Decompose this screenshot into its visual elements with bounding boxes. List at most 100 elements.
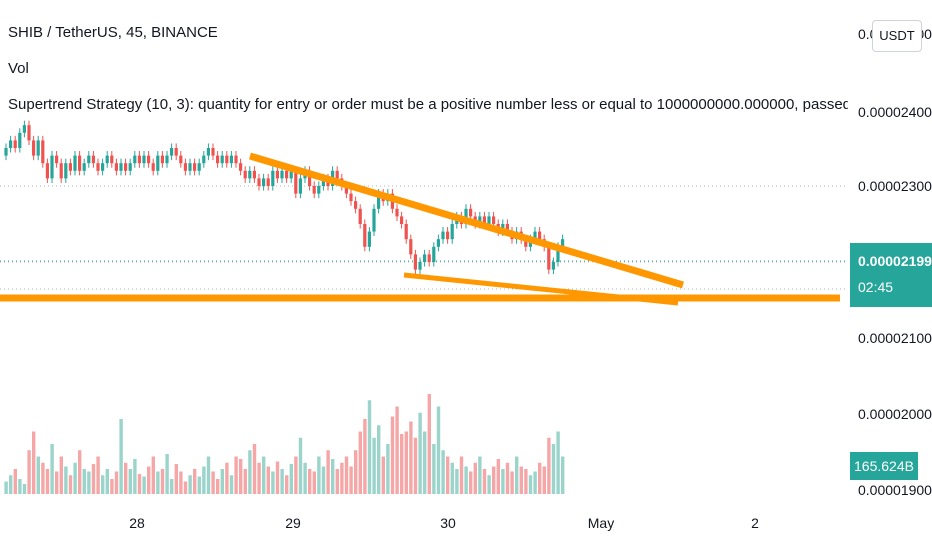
- candle-body: [243, 170, 247, 179]
- volume-bar: [59, 456, 63, 494]
- volume-bar: [349, 466, 353, 494]
- volume-bar: [404, 431, 408, 494]
- candle-body: [308, 170, 312, 186]
- candle-body: [321, 178, 325, 186]
- volume-bar: [308, 469, 312, 494]
- volume-bar: [524, 469, 528, 494]
- volume-bars: [4, 394, 565, 494]
- candle-body: [114, 163, 118, 171]
- candle-body: [505, 224, 509, 232]
- volume-bar: [216, 479, 220, 494]
- candle-body: [179, 155, 183, 164]
- time-label: 2: [751, 515, 759, 531]
- volume-bar: [528, 475, 533, 494]
- current-price-tag: 0.00002199 02:45: [850, 243, 932, 307]
- candle-body: [317, 186, 321, 194]
- volume-bar: [423, 431, 427, 494]
- volume-bar: [252, 444, 257, 494]
- volume-bar: [354, 450, 358, 494]
- candle-body: [266, 178, 270, 186]
- volume-bar: [50, 444, 54, 494]
- candle-body: [547, 246, 551, 270]
- volume-bar: [105, 469, 109, 494]
- volume-bar: [137, 474, 142, 494]
- volume-bar: [358, 431, 362, 494]
- price-chart[interactable]: [0, 0, 848, 515]
- candle-body: [170, 148, 174, 156]
- volume-bar: [367, 400, 372, 494]
- volume-bar: [183, 481, 188, 494]
- candle-body: [446, 231, 450, 240]
- candle-body: [450, 224, 454, 240]
- candle-body: [280, 170, 284, 179]
- volume-bar: [400, 434, 404, 494]
- volume-bar: [418, 412, 422, 494]
- volume-bar: [229, 475, 234, 494]
- volume-legend[interactable]: Vol: [8, 60, 29, 77]
- candle-body: [22, 125, 26, 133]
- candle-body: [82, 163, 86, 171]
- volume-bar: [128, 469, 132, 494]
- candle-body: [413, 254, 417, 270]
- candle-body: [91, 155, 95, 164]
- volume-bar: [82, 469, 86, 494]
- candle-body: [524, 239, 528, 247]
- volume-bar: [45, 469, 50, 494]
- volume-bar: [298, 437, 303, 494]
- time-label: May: [587, 515, 615, 531]
- candle-body: [427, 254, 431, 262]
- volume-bar: [13, 469, 17, 494]
- volume-bar: [469, 471, 473, 494]
- currency-selector-button[interactable]: USDT: [872, 20, 922, 52]
- candle-body: [4, 148, 8, 156]
- volume-bar: [22, 484, 27, 494]
- volume-bar: [78, 450, 82, 494]
- volume-bar: [446, 456, 450, 494]
- volume-bar: [556, 431, 560, 494]
- drawings[interactable]: [0, 152, 840, 306]
- candle-body: [349, 193, 353, 202]
- volume-bar: [441, 450, 445, 494]
- candle-body: [55, 155, 59, 164]
- candle-body: [478, 216, 482, 224]
- candle-body: [432, 246, 436, 262]
- candle-body: [137, 155, 141, 164]
- volume-bar: [321, 466, 326, 494]
- candle-body: [464, 208, 468, 224]
- candle-body: [372, 208, 376, 232]
- volume-bar: [27, 450, 31, 494]
- volume-bar: [142, 476, 146, 494]
- price-tick: 0.00002400: [858, 104, 932, 120]
- candle-body: [124, 163, 128, 171]
- candle-body: [441, 231, 445, 240]
- candle-body: [133, 155, 137, 164]
- candle-body: [18, 132, 22, 148]
- upper-trendline: [249, 152, 684, 289]
- volume-bar: [206, 456, 211, 494]
- volume-bar: [312, 471, 316, 494]
- candle-body: [9, 140, 13, 148]
- candle-body: [105, 155, 109, 164]
- candle-body: [193, 163, 197, 171]
- symbol-title[interactable]: SHIB / TetherUS, 45, BINANCE: [8, 24, 218, 41]
- volume-bar: [160, 469, 165, 494]
- candle-body: [27, 125, 31, 141]
- volume-bar: [211, 471, 215, 494]
- candle-body: [87, 155, 91, 164]
- candle-body: [363, 224, 367, 247]
- candle-body: [32, 140, 36, 156]
- price-tick: 0.00002300: [858, 178, 932, 194]
- candle-body: [73, 155, 77, 171]
- volume-bar: [156, 471, 160, 494]
- grid-lines: [0, 185, 848, 290]
- volume-bar: [41, 462, 45, 494]
- volume-bar: [220, 469, 224, 494]
- volume-bar: [202, 466, 206, 494]
- candle-body: [262, 178, 266, 186]
- volume-bar: [96, 456, 100, 494]
- candle-body: [289, 170, 293, 179]
- volume-bar: [289, 464, 293, 494]
- volume-bar: [285, 475, 289, 494]
- time-axis[interactable]: 28 29 30 May 2: [0, 515, 848, 550]
- volume-bar: [395, 406, 399, 494]
